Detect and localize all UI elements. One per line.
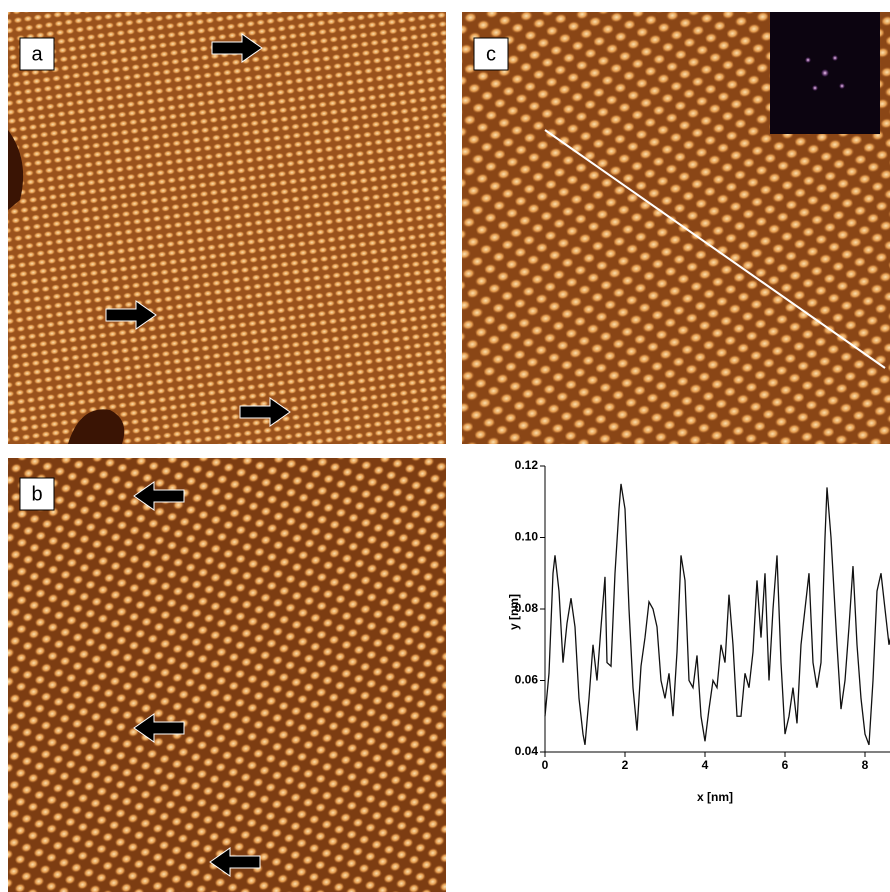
- panel-label: b: [31, 483, 42, 505]
- y-tick-label: 0.08: [515, 601, 539, 615]
- fft-spot: [812, 85, 818, 91]
- x-tick-label: 6: [782, 758, 789, 772]
- panel-label: a: [31, 43, 43, 65]
- fft-spot: [821, 69, 829, 77]
- fft-spot: [839, 83, 845, 89]
- y-tick-label: 0.06: [515, 673, 539, 687]
- fft-spot: [832, 55, 838, 61]
- panel-label: c: [486, 43, 496, 65]
- x-tick-label: 4: [702, 758, 709, 772]
- x-tick-label: 8: [862, 758, 869, 772]
- page: {"panels": [{"label": "a"}, {"label": "b…: [0, 0, 890, 892]
- stm-image-a: [8, 12, 446, 444]
- figure: a c b y [nm] x [nm] 0.040.060.080.100.12…: [0, 0, 890, 892]
- x-tick-label: 2: [622, 758, 629, 772]
- profile-line: [545, 484, 890, 745]
- stm-image-b: [8, 458, 446, 892]
- fft-spot: [805, 57, 811, 63]
- y-tick-label: 0.10: [515, 530, 539, 544]
- y-tick-label: 0.12: [515, 458, 539, 472]
- x-axis-label: x [nm]: [697, 790, 733, 804]
- body: a c b y [nm] x [nm] 0.040.060.080.100.12…: [0, 0, 890, 892]
- y-tick-label: 0.04: [515, 744, 539, 758]
- x-tick-label: 0: [542, 758, 549, 772]
